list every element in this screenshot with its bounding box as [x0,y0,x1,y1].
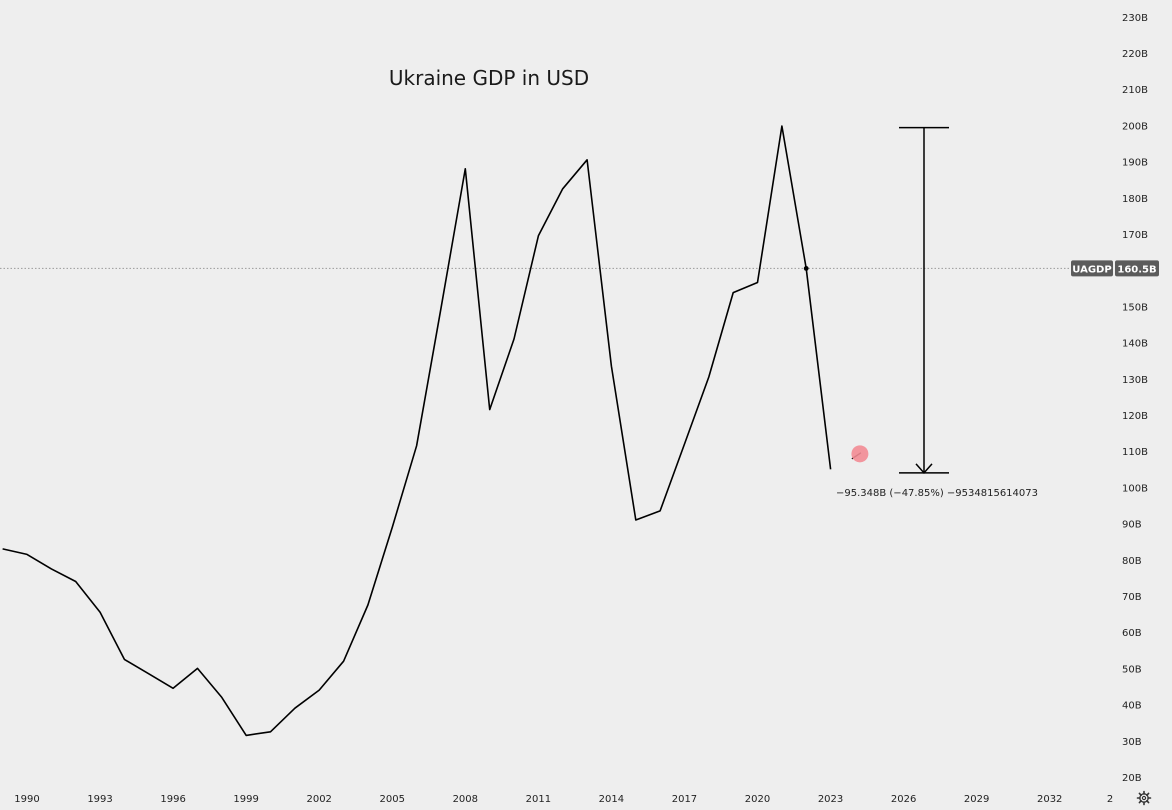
current-value-point [803,265,809,271]
y-tick-label: 50B [1122,664,1142,675]
badge-value-bg [1115,260,1159,277]
y-tick-label: 220B [1122,49,1148,60]
x-tick-label: 2023 [818,794,843,805]
x-tick-label: 2026 [891,794,916,805]
y-tick-label: 100B [1122,483,1148,494]
x-tick-label: 2 [1107,794,1113,805]
x-tick-label: 2020 [745,794,770,805]
gear-ring [1139,793,1149,803]
y-tick-label: 170B [1122,230,1148,241]
x-tick-label: 2008 [453,794,478,805]
y-tick-label: 70B [1122,592,1142,603]
badge-symbol-bg [1071,260,1113,277]
y-tick-label: 90B [1122,520,1142,531]
y-tick-label: 230B [1122,13,1148,24]
y-tick-label: 150B [1122,302,1148,313]
x-tick-label: 2002 [306,794,331,805]
gear-icon [1136,790,1152,806]
gear-hub [1141,795,1147,801]
y-tick-label: 40B [1122,701,1142,712]
cursor-marker[interactable] [851,445,869,463]
x-tick-label: 2014 [599,794,624,805]
x-tick-label: 1996 [160,794,185,805]
x-tick-label: 1990 [14,794,39,805]
current-value-badge: UAGDP 160.5B [1071,260,1159,277]
chart-title: Ukraine GDP in USD [389,66,589,90]
measure-arrow-head [915,463,933,475]
series-group [2,125,869,737]
x-tick-label: 1999 [233,794,258,805]
y-tick-label: 120B [1122,411,1148,422]
badge-symbol: UAGDP [1072,264,1111,275]
y-tick-label: 60B [1122,628,1142,639]
y-tick-label: 200B [1122,121,1148,132]
x-tick-label: 2005 [380,794,405,805]
y-tick-label: 80B [1122,556,1142,567]
y-tick-label: 130B [1122,375,1148,386]
x-tick-label: 2032 [1037,794,1062,805]
y-tick-label: 140B [1122,339,1148,350]
measure-label: −95.348B (−47.85%) −95348156140​73 [836,488,1038,499]
y-tick-label: 190B [1122,158,1148,169]
x-tick-label: 2029 [964,794,989,805]
y-tick-label: 30B [1122,737,1142,748]
y-tick-label: 210B [1122,85,1148,96]
x-tick-label: 2011 [526,794,551,805]
y-tick-label: 20B [1122,773,1142,784]
badge-value: 160.5B [1117,264,1156,275]
settings-button[interactable] [1136,790,1152,806]
measurement-tool[interactable]: −95.348B (−47.85%) −95348156140​73 [836,126,1038,499]
y-tick-label: 180B [1122,194,1148,205]
x-tick-label: 1993 [87,794,112,805]
y-axis: 20B 30B 40B 50B 60B 70B 80B 90B 100B 110B 120B 130B… [1122,13,1148,784]
x-axis: 1990 1993 1996 1999 2002 2005 2008 2011 2014 2017… [14,794,1113,805]
gdp-series-line [2,125,832,737]
x-tick-label: 2017 [672,794,697,805]
y-tick-label: 110B [1122,447,1148,458]
